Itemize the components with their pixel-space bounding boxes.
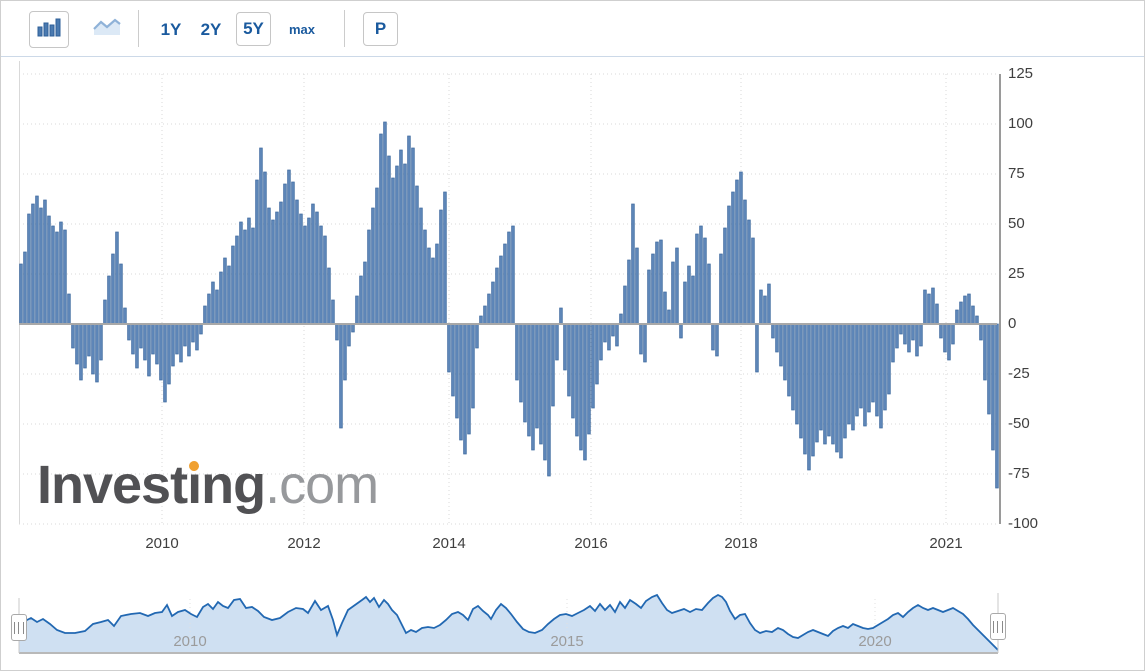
x-axis-label: 2010 bbox=[145, 535, 179, 552]
grip-icon bbox=[993, 620, 1003, 633]
watermark-text: Invest bbox=[37, 455, 188, 515]
y-axis-label: -50 bbox=[1008, 415, 1030, 432]
y-axis-label: 50 bbox=[1008, 215, 1025, 232]
range-button-2y[interactable]: 2Y bbox=[200, 19, 222, 39]
range-button-max[interactable]: max bbox=[288, 22, 316, 37]
x-axis-label: 2012 bbox=[287, 535, 321, 552]
range-button-1y[interactable]: 1Y bbox=[160, 19, 182, 39]
navigator-left-handle[interactable] bbox=[11, 614, 27, 641]
y-axis-label: -100 bbox=[1008, 515, 1039, 532]
toolbar: 1Y 2Y 5Y max P bbox=[1, 1, 1144, 57]
watermark-suffix: .com bbox=[265, 455, 379, 515]
area-chart-type-button[interactable] bbox=[86, 11, 128, 48]
main-chart-area[interactable] bbox=[19, 61, 999, 524]
print-button[interactable]: P bbox=[363, 12, 398, 46]
x-axis-label: 2014 bbox=[432, 535, 466, 552]
x-axis-label: 2018 bbox=[724, 535, 758, 552]
grip-icon bbox=[14, 621, 24, 634]
y-axis-label: 125 bbox=[1008, 65, 1034, 82]
y-axis-label: 0 bbox=[1008, 315, 1017, 332]
y-axis-label: 75 bbox=[1008, 165, 1025, 182]
area-chart-icon bbox=[91, 15, 123, 44]
column-chart-type-button[interactable] bbox=[29, 11, 69, 48]
y-axis-label: -75 bbox=[1008, 465, 1030, 482]
x-axis-label: 2016 bbox=[574, 535, 608, 552]
investing-watermark: Investı ng.com bbox=[37, 455, 379, 515]
range-button-5y-selected[interactable]: 5Y bbox=[236, 12, 271, 46]
x-axis-label: 2021 bbox=[929, 535, 963, 552]
y-axis-label: 25 bbox=[1008, 265, 1025, 282]
navigator-right-handle[interactable] bbox=[990, 613, 1006, 640]
navigator-track[interactable] bbox=[19, 598, 998, 654]
column-chart-icon bbox=[36, 16, 62, 43]
y-axis-label: 100 bbox=[1008, 115, 1034, 132]
toolbar-divider bbox=[138, 10, 139, 47]
y-axis-label: -25 bbox=[1008, 365, 1030, 382]
toolbar-divider bbox=[344, 10, 345, 47]
